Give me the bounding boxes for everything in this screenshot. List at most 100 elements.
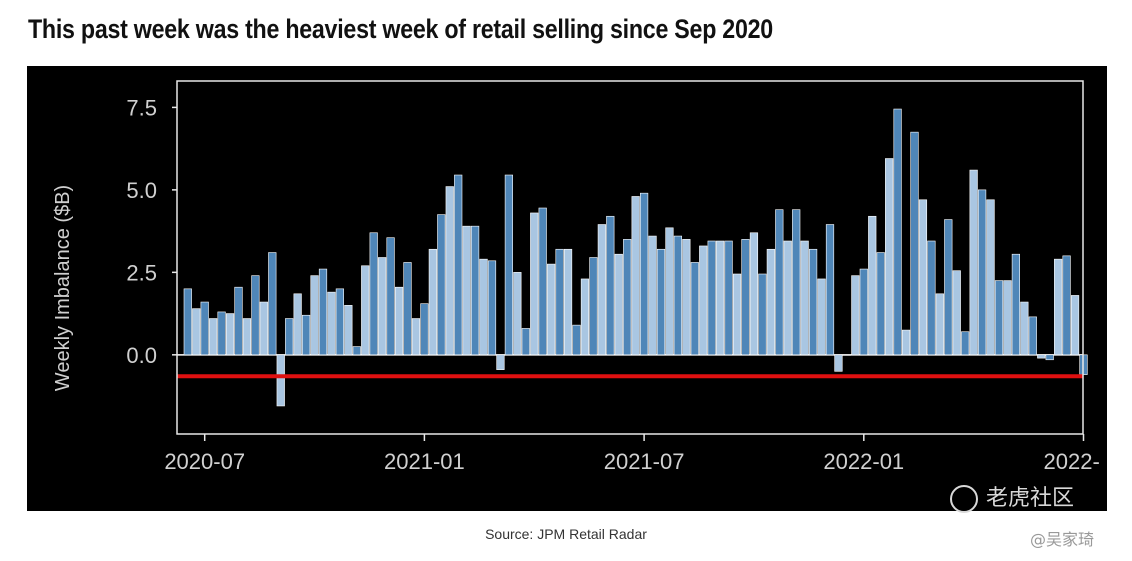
y-tick-label: 5.0 bbox=[126, 178, 157, 203]
bar bbox=[758, 273, 767, 356]
bar bbox=[470, 225, 480, 356]
bar bbox=[285, 318, 294, 356]
bar bbox=[454, 174, 463, 356]
bar bbox=[479, 258, 488, 356]
bar bbox=[1070, 295, 1080, 356]
bar bbox=[901, 329, 911, 356]
bar bbox=[200, 301, 209, 356]
bar bbox=[1037, 354, 1046, 359]
bar bbox=[656, 248, 666, 356]
bar bbox=[225, 313, 235, 356]
bar bbox=[639, 192, 649, 356]
bar bbox=[496, 354, 505, 370]
bar bbox=[327, 291, 336, 356]
bar bbox=[259, 301, 268, 356]
bar bbox=[834, 354, 843, 372]
bar bbox=[665, 227, 674, 356]
bar bbox=[944, 219, 953, 356]
bar bbox=[276, 354, 285, 407]
bar bbox=[530, 212, 539, 356]
bar bbox=[614, 253, 623, 356]
axis-layer: 0.0 2.5 5.0 7.5 2020-07 2021-01 2021-07 2022-01… bbox=[126, 95, 1099, 474]
bar bbox=[428, 248, 437, 356]
bar bbox=[1045, 354, 1054, 361]
bar bbox=[445, 186, 454, 356]
bar bbox=[1062, 255, 1071, 356]
bar bbox=[825, 224, 835, 356]
bar bbox=[251, 275, 260, 356]
bar bbox=[1020, 301, 1029, 356]
bar bbox=[885, 158, 894, 356]
bar bbox=[817, 278, 826, 356]
y-tick-label: 7.5 bbox=[126, 95, 157, 120]
bar bbox=[462, 225, 471, 356]
bar bbox=[783, 240, 792, 356]
bar bbox=[318, 268, 328, 356]
bar bbox=[986, 199, 995, 356]
bar bbox=[217, 311, 226, 356]
x-tick-label: 2022-01 bbox=[823, 449, 904, 474]
bar bbox=[766, 248, 775, 356]
bar bbox=[690, 262, 699, 356]
bar bbox=[369, 232, 378, 356]
bar bbox=[724, 240, 733, 356]
chart-headline: This past week was the heaviest week of … bbox=[28, 14, 773, 44]
bar bbox=[994, 280, 1004, 356]
bar-chart: 0.0 2.5 5.0 7.5 2020-07 2021-01 2021-07 2022-01… bbox=[52, 80, 1100, 474]
bar bbox=[378, 257, 387, 356]
bar bbox=[547, 263, 556, 356]
bar bbox=[792, 209, 801, 356]
bar bbox=[952, 270, 961, 356]
x-tick-label: 2021-07 bbox=[604, 449, 685, 474]
bar bbox=[403, 262, 412, 356]
y-tick-label: 2.5 bbox=[126, 260, 157, 285]
bar bbox=[749, 232, 759, 356]
bar bbox=[868, 215, 877, 356]
bar bbox=[555, 248, 564, 356]
bar bbox=[352, 346, 361, 356]
bar bbox=[1028, 316, 1037, 356]
bar bbox=[411, 318, 421, 356]
bar bbox=[961, 331, 970, 356]
bar bbox=[673, 235, 682, 356]
bar bbox=[682, 239, 691, 356]
bar bbox=[935, 293, 944, 356]
source-note: Source: JPM Retail Radar bbox=[485, 526, 647, 542]
bar bbox=[648, 235, 657, 356]
bar bbox=[851, 275, 860, 356]
bar bbox=[977, 189, 987, 356]
bar bbox=[859, 268, 868, 356]
bar bbox=[597, 224, 606, 356]
tiger-logo-icon bbox=[950, 485, 978, 513]
bar bbox=[927, 240, 936, 356]
bar bbox=[487, 260, 497, 356]
bar bbox=[386, 237, 395, 356]
bar bbox=[209, 318, 218, 356]
bar bbox=[808, 248, 818, 356]
bar bbox=[538, 207, 547, 356]
bar bbox=[876, 252, 885, 356]
bar bbox=[606, 215, 615, 356]
y-axis-label: Weekly Imbalance ($B) bbox=[52, 185, 74, 391]
bar bbox=[1054, 258, 1063, 356]
bar bbox=[741, 239, 750, 356]
bar bbox=[800, 240, 809, 356]
x-tick-label: 2022- bbox=[1044, 449, 1100, 474]
bar bbox=[513, 272, 522, 356]
x-tick-label: 2021-01 bbox=[384, 449, 465, 474]
bar bbox=[910, 131, 919, 356]
bar bbox=[1003, 280, 1012, 356]
bar bbox=[310, 275, 319, 356]
bar bbox=[234, 286, 243, 356]
watermark-badge-text: 老虎社区 bbox=[986, 486, 1075, 511]
bar bbox=[707, 240, 716, 356]
x-tick-label: 2020-07 bbox=[164, 449, 245, 474]
bar bbox=[563, 248, 573, 356]
bar bbox=[918, 199, 928, 356]
bar bbox=[580, 278, 590, 356]
bar bbox=[589, 257, 598, 356]
bar bbox=[893, 108, 902, 356]
bar bbox=[268, 252, 277, 356]
bar bbox=[335, 288, 345, 356]
bar bbox=[437, 214, 446, 356]
